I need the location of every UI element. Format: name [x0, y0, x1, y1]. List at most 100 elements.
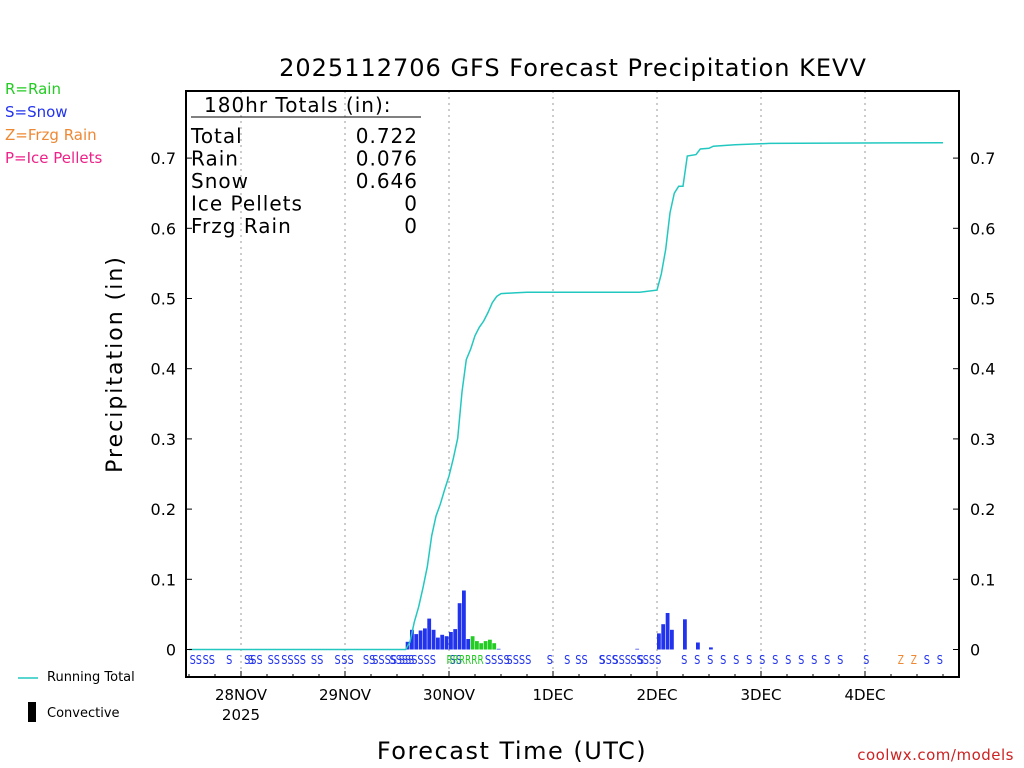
precip-type-label: S: [772, 653, 778, 667]
gridlines: [240, 91, 866, 677]
y-axis-label: Precipitation (in): [103, 255, 128, 473]
running-total-key-label: Running Total: [47, 670, 135, 685]
precip-type-label: S: [785, 653, 791, 667]
precip-type-label: S: [564, 653, 570, 667]
precip-type-label: SSSSSS: [399, 653, 436, 667]
legend-ice-pellets: P=Ice Pellets: [5, 149, 103, 167]
precip-type-label: S: [733, 653, 739, 667]
running-total-line-group: [189, 141, 944, 651]
precip-type-label: S: [937, 653, 943, 667]
chart-title: 2025112706 GFS Forecast Precipitation KE…: [279, 54, 867, 82]
totals-box: 180hr Totals (in): Total 0.722 Rain 0.076 Sn…: [190, 93, 421, 238]
x-tick-label: 28NOV: [215, 686, 268, 704]
precip-type-label: S: [694, 653, 700, 667]
totals-row-label: Ice Pellets: [191, 192, 303, 216]
precip-bar: [431, 629, 436, 650]
precip-bar: [470, 636, 475, 650]
totals-row-label: Rain: [191, 147, 239, 171]
totals-row-value: 0: [404, 192, 418, 216]
y-tick-label-left: 0.1: [151, 570, 176, 589]
y-tick-label-right: 0.1: [970, 570, 995, 589]
precip-type-label: Z: [911, 653, 917, 667]
convective-key-swatch: [28, 702, 36, 722]
precip-type-label: SSS: [599, 653, 618, 667]
precip-type-label: S: [924, 653, 930, 667]
precip-bar: [440, 634, 445, 650]
convective-key-label: Convective: [47, 706, 120, 721]
x-tick-label: 4DEC: [844, 686, 885, 704]
y-tick-label-right: 0.3: [970, 430, 995, 449]
precip-type-label: Z: [898, 653, 904, 667]
totals-row-label: Total: [190, 124, 243, 148]
precip-bar: [665, 613, 670, 650]
totals-row-value: 0.076: [356, 147, 418, 171]
precip-type-label: SSS: [612, 653, 631, 667]
precip-type-label: S: [837, 653, 843, 667]
precip-bar: [709, 647, 713, 650]
precip-type-label: S: [746, 653, 752, 667]
y-tick-label-left: 0.5: [151, 290, 176, 309]
precip-bar: [457, 603, 462, 650]
precip-type-label: S: [759, 653, 765, 667]
precip-bar: [423, 628, 427, 650]
precip-type-label: SS: [341, 653, 353, 667]
precip-type-label: SSSSS: [630, 653, 661, 667]
precip-type-label: S: [599, 653, 605, 667]
precip-bar: [479, 643, 484, 650]
precip-bar: [444, 636, 449, 650]
precip-type-label: S: [798, 653, 804, 667]
precip-type-label: S: [863, 653, 869, 667]
y-tick-label-right: 0.6: [970, 219, 995, 238]
precip-type-label: S: [638, 653, 644, 667]
x-tick-sublabel: 2025: [222, 706, 260, 724]
y-tick-label-left: 0.7: [151, 149, 176, 168]
precip-bar: [696, 642, 700, 650]
precip-type-label: SS: [575, 653, 587, 667]
precip-type-label: S: [824, 653, 830, 667]
x-tick-label: 30NOV: [423, 686, 476, 704]
precip-type-label: S: [720, 653, 726, 667]
precip-bar: [635, 648, 640, 650]
precip-bar: [488, 639, 492, 650]
y-tick-label-right: 0: [970, 641, 980, 660]
precip-type-label: SS: [363, 653, 375, 667]
x-tick-label: 29NOV: [319, 686, 372, 704]
precip-bar: [670, 629, 674, 650]
precip-type-label: SSSS: [390, 653, 415, 667]
precip-bar: [657, 633, 661, 650]
totals-row-value: 0: [404, 214, 418, 238]
precip-type-label: S: [707, 653, 713, 667]
totals-rows: Total 0.722 Rain 0.076 Snow 0.646 Ice Pellets 0…: [190, 124, 418, 238]
precip-bar: [410, 629, 414, 650]
legend-frzg-rain: Z=Frzg Rain: [5, 126, 97, 144]
precip-bar: [462, 590, 466, 650]
precip-type-label: SS: [190, 653, 202, 667]
precip-bar: [418, 630, 423, 650]
precip-bar: [496, 648, 501, 650]
totals-header: 180hr Totals (in):: [204, 93, 392, 117]
precip-type-label: SSS: [244, 653, 263, 667]
totals-row-label: Frzg Rain: [191, 214, 292, 238]
precip-bar: [483, 641, 488, 650]
y-tick-label-right: 0.4: [970, 360, 995, 379]
precip-bar: [414, 634, 419, 650]
x-tick-label: 2DEC: [636, 686, 677, 704]
precip-type-label: SSSS: [281, 653, 306, 667]
x-tick-label: 3DEC: [740, 686, 781, 704]
precip-bars: [405, 590, 713, 650]
y-tick-label-left: 0.6: [151, 219, 176, 238]
precip-type-label: SSSS: [507, 653, 532, 667]
totals-row-label: Snow: [191, 169, 249, 193]
precip-bar: [683, 619, 687, 650]
precip-type-label: RRRRRR: [446, 653, 483, 667]
precip-bar: [436, 637, 440, 650]
x-tick-label: 1DEC: [532, 686, 573, 704]
y-tick-label-right: 0.5: [970, 290, 995, 309]
precip-type-label: S: [334, 653, 340, 667]
precip-type-label: S: [681, 653, 687, 667]
precip-type-label: S: [547, 653, 553, 667]
totals-row-value: 0.722: [356, 124, 418, 148]
precip-bar: [427, 618, 432, 650]
y-tick-label-right: 0.2: [970, 500, 995, 519]
